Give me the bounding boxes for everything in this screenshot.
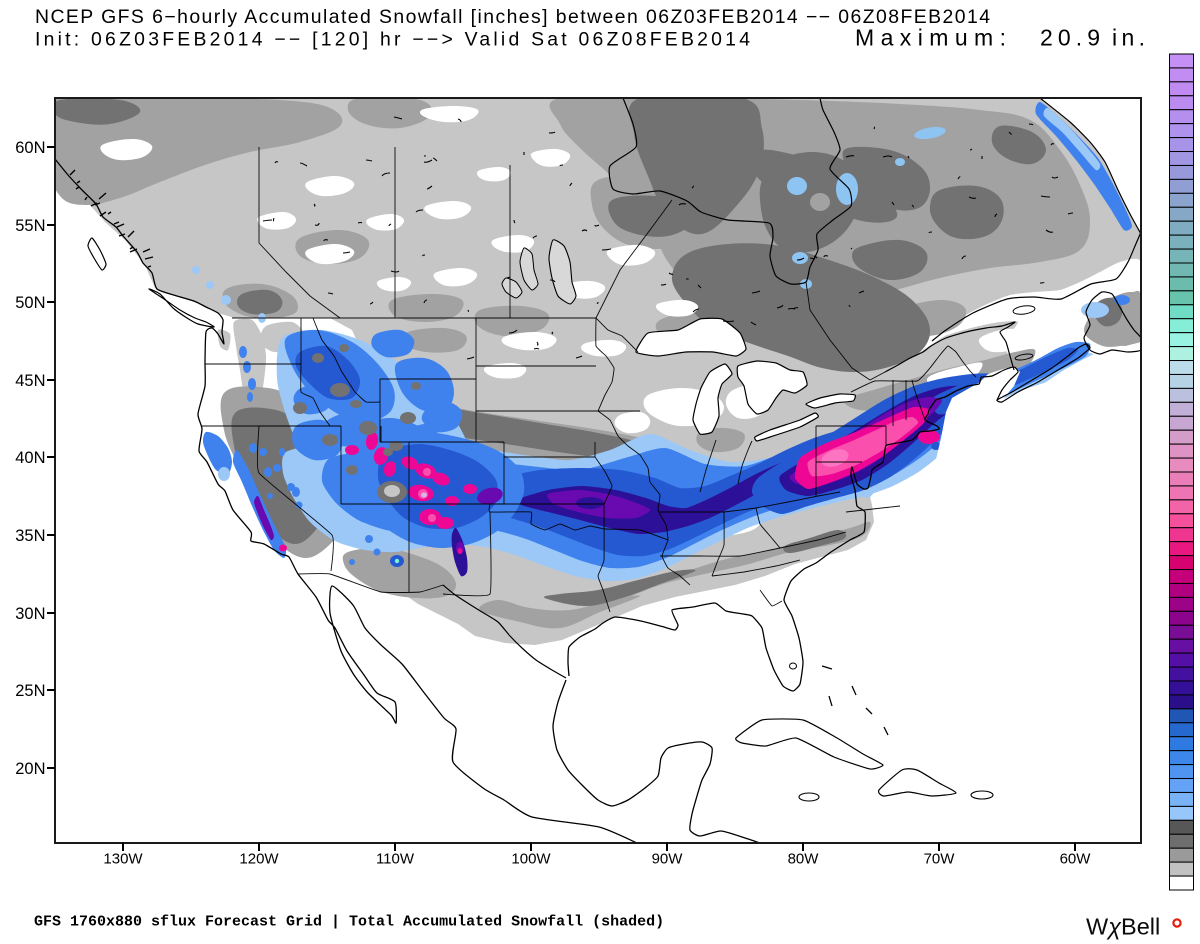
svg-text:Maximum:: Maximum:: [855, 25, 1006, 51]
svg-text:60N: 60N: [15, 139, 45, 157]
svg-text:100W: 100W: [511, 851, 551, 868]
svg-text:45N: 45N: [15, 372, 45, 390]
svg-text:110W: 110W: [376, 851, 415, 868]
svg-text:40N: 40N: [15, 449, 45, 467]
svg-text:NCEP GFS 6−hourly Accumulated: NCEP GFS 6−hourly Accumulated Snowfall […: [35, 6, 990, 28]
svg-text:55N: 55N: [15, 217, 45, 235]
svg-text:30N: 30N: [15, 605, 45, 623]
svg-text:20N: 20N: [15, 760, 45, 778]
svg-text:GFS 1760x880 sflux Forecast Gr: GFS 1760x880 sflux Forecast Grid | Total…: [34, 914, 664, 931]
svg-text:90W: 90W: [652, 851, 684, 868]
svg-text:35N: 35N: [15, 527, 45, 545]
svg-text:in.: in.: [1112, 25, 1145, 51]
svg-text:50N: 50N: [15, 294, 45, 312]
svg-text:130W: 130W: [103, 851, 143, 868]
svg-text:60W: 60W: [1060, 851, 1092, 868]
svg-text:70W: 70W: [924, 851, 956, 868]
svg-text:WχBell: WχBell: [1086, 914, 1160, 940]
svg-text:20.9: 20.9: [1040, 25, 1100, 51]
svg-text:120W: 120W: [239, 851, 279, 868]
svg-text:80W: 80W: [788, 851, 820, 868]
svg-text:25N: 25N: [15, 682, 45, 700]
